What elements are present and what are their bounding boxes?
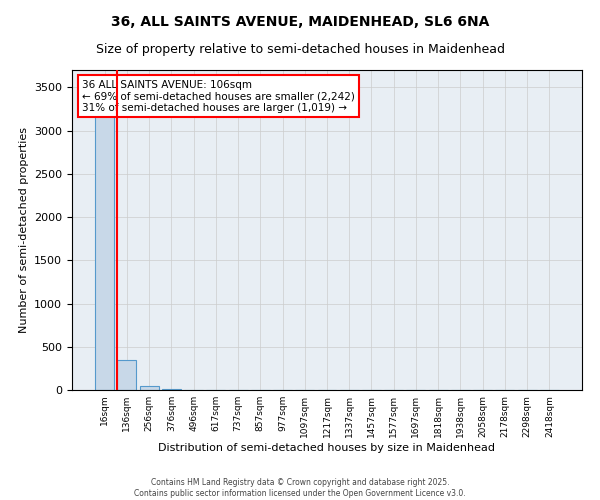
Text: 36 ALL SAINTS AVENUE: 106sqm
← 69% of semi-detached houses are smaller (2,242)
3: 36 ALL SAINTS AVENUE: 106sqm ← 69% of se…: [82, 80, 355, 113]
Text: Contains HM Land Registry data © Crown copyright and database right 2025.
Contai: Contains HM Land Registry data © Crown c…: [134, 478, 466, 498]
Text: Size of property relative to semi-detached houses in Maidenhead: Size of property relative to semi-detach…: [95, 42, 505, 56]
X-axis label: Distribution of semi-detached houses by size in Maidenhead: Distribution of semi-detached houses by …: [158, 442, 496, 452]
Text: 36, ALL SAINTS AVENUE, MAIDENHEAD, SL6 6NA: 36, ALL SAINTS AVENUE, MAIDENHEAD, SL6 6…: [111, 15, 489, 29]
Y-axis label: Number of semi-detached properties: Number of semi-detached properties: [19, 127, 29, 333]
Bar: [162, 389, 181, 390]
Bar: [95, 88, 114, 390]
Bar: [118, 360, 136, 390]
Bar: [140, 386, 158, 390]
